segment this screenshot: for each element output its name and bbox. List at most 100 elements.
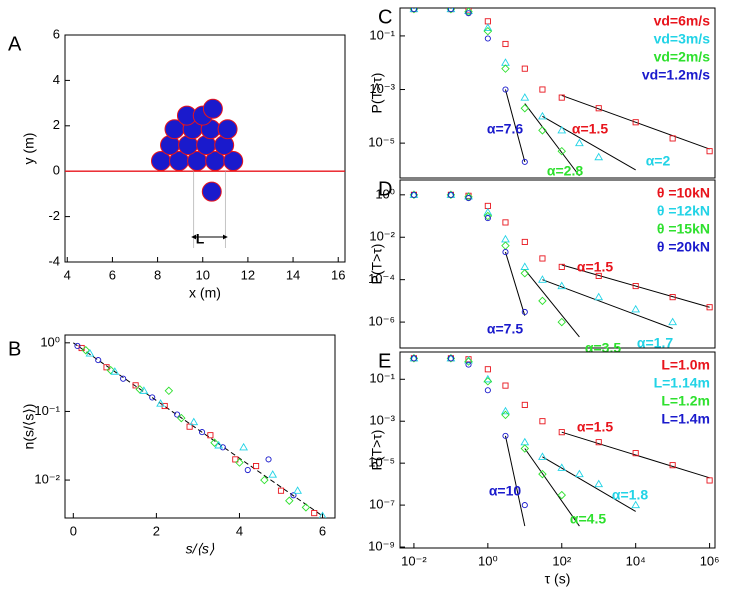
x-tick-label: 10² [552,553,571,568]
x-tick-label: 4 [236,523,243,538]
marker [558,429,565,436]
marker [484,387,491,394]
marker [293,486,302,494]
marker [483,26,493,36]
plot-frame [399,179,716,349]
marker [521,502,528,509]
x-tick-label: 6 [319,523,326,538]
annotation: α=1.5 [577,259,613,275]
marker [120,375,127,382]
marker [410,355,417,362]
marker [186,423,193,430]
x-tick-label: 10⁴ [626,553,646,568]
x-tick-label: 10 [196,267,210,282]
marker [464,357,473,366]
plot-area [409,8,713,177]
plot-area [409,353,713,527]
fit-line [524,103,580,177]
plot-frame [399,351,716,549]
marker [465,361,472,368]
marker [594,292,604,301]
x-tick-label: 0 [70,523,77,538]
marker [106,365,115,375]
marker [199,429,206,436]
marker [558,94,565,101]
marker [632,450,639,457]
marker [277,487,285,494]
marker [483,377,493,386]
marker [265,456,272,463]
y-tick-label: 10⁻¹ [34,403,60,418]
marker [110,367,120,375]
disk [201,181,222,202]
marker [538,469,547,479]
marker [74,342,81,350]
marker [706,148,713,155]
marker [539,86,546,93]
marker [538,275,547,283]
x-axis-label: τ (s) [545,571,571,587]
marker [268,470,278,478]
y-tick-label: 10⁻¹ [369,371,395,386]
marker [214,440,224,449]
x-tick-label: 16 [331,267,345,282]
marker [539,418,546,425]
marker [538,111,547,120]
y-tick-label: -2 [48,208,60,223]
plot-area [73,342,327,518]
marker [135,385,145,394]
marker [520,269,530,278]
marker [520,93,530,101]
x-tick-label: 8 [154,267,161,282]
marker [483,23,493,31]
x-tick-label: 2 [153,523,160,538]
marker [244,466,251,474]
marker [632,282,639,290]
marker [149,394,156,401]
fit-line [542,456,636,512]
marker [502,249,509,256]
panel-label: C [378,6,392,28]
marker [558,263,565,270]
marker [520,444,530,453]
panel-label: A [8,33,22,55]
legend-entry: vd=1.2m/s [642,67,710,83]
marker [446,8,456,14]
marker [189,417,199,426]
annotation: α=1.7 [637,335,673,351]
marker [595,439,602,446]
marker [410,8,417,13]
legend-entry: L=1.4m [661,411,710,427]
fit-line [504,435,526,527]
marker [538,452,547,460]
marker [706,477,713,484]
marker [318,511,327,518]
x-tick-label: 10⁰ [478,553,498,568]
marker [521,238,528,246]
legend-entry: L=1.0m [661,357,710,373]
annotation: α=1.8 [612,487,648,503]
marker [85,348,95,357]
marker [219,444,226,451]
annotation: α=7.6 [487,121,523,137]
marker [409,8,419,14]
panel-label: E [378,350,391,372]
marker [81,345,91,355]
plot-frame [64,334,336,519]
marker [301,503,311,512]
marker [285,496,294,505]
fit-line [524,269,580,338]
marker [232,456,239,463]
plot-frame [399,7,716,179]
marker [95,357,102,364]
marker [632,119,639,126]
y-tick-label: 10⁻⁴ [368,271,395,286]
y-tick-label: 10⁻³ [369,81,395,96]
annotation: α=1.5 [572,121,608,137]
marker [132,382,139,389]
marker [464,8,473,16]
marker [103,364,110,371]
marker [483,207,493,216]
marker [174,411,181,418]
marker [484,18,491,25]
